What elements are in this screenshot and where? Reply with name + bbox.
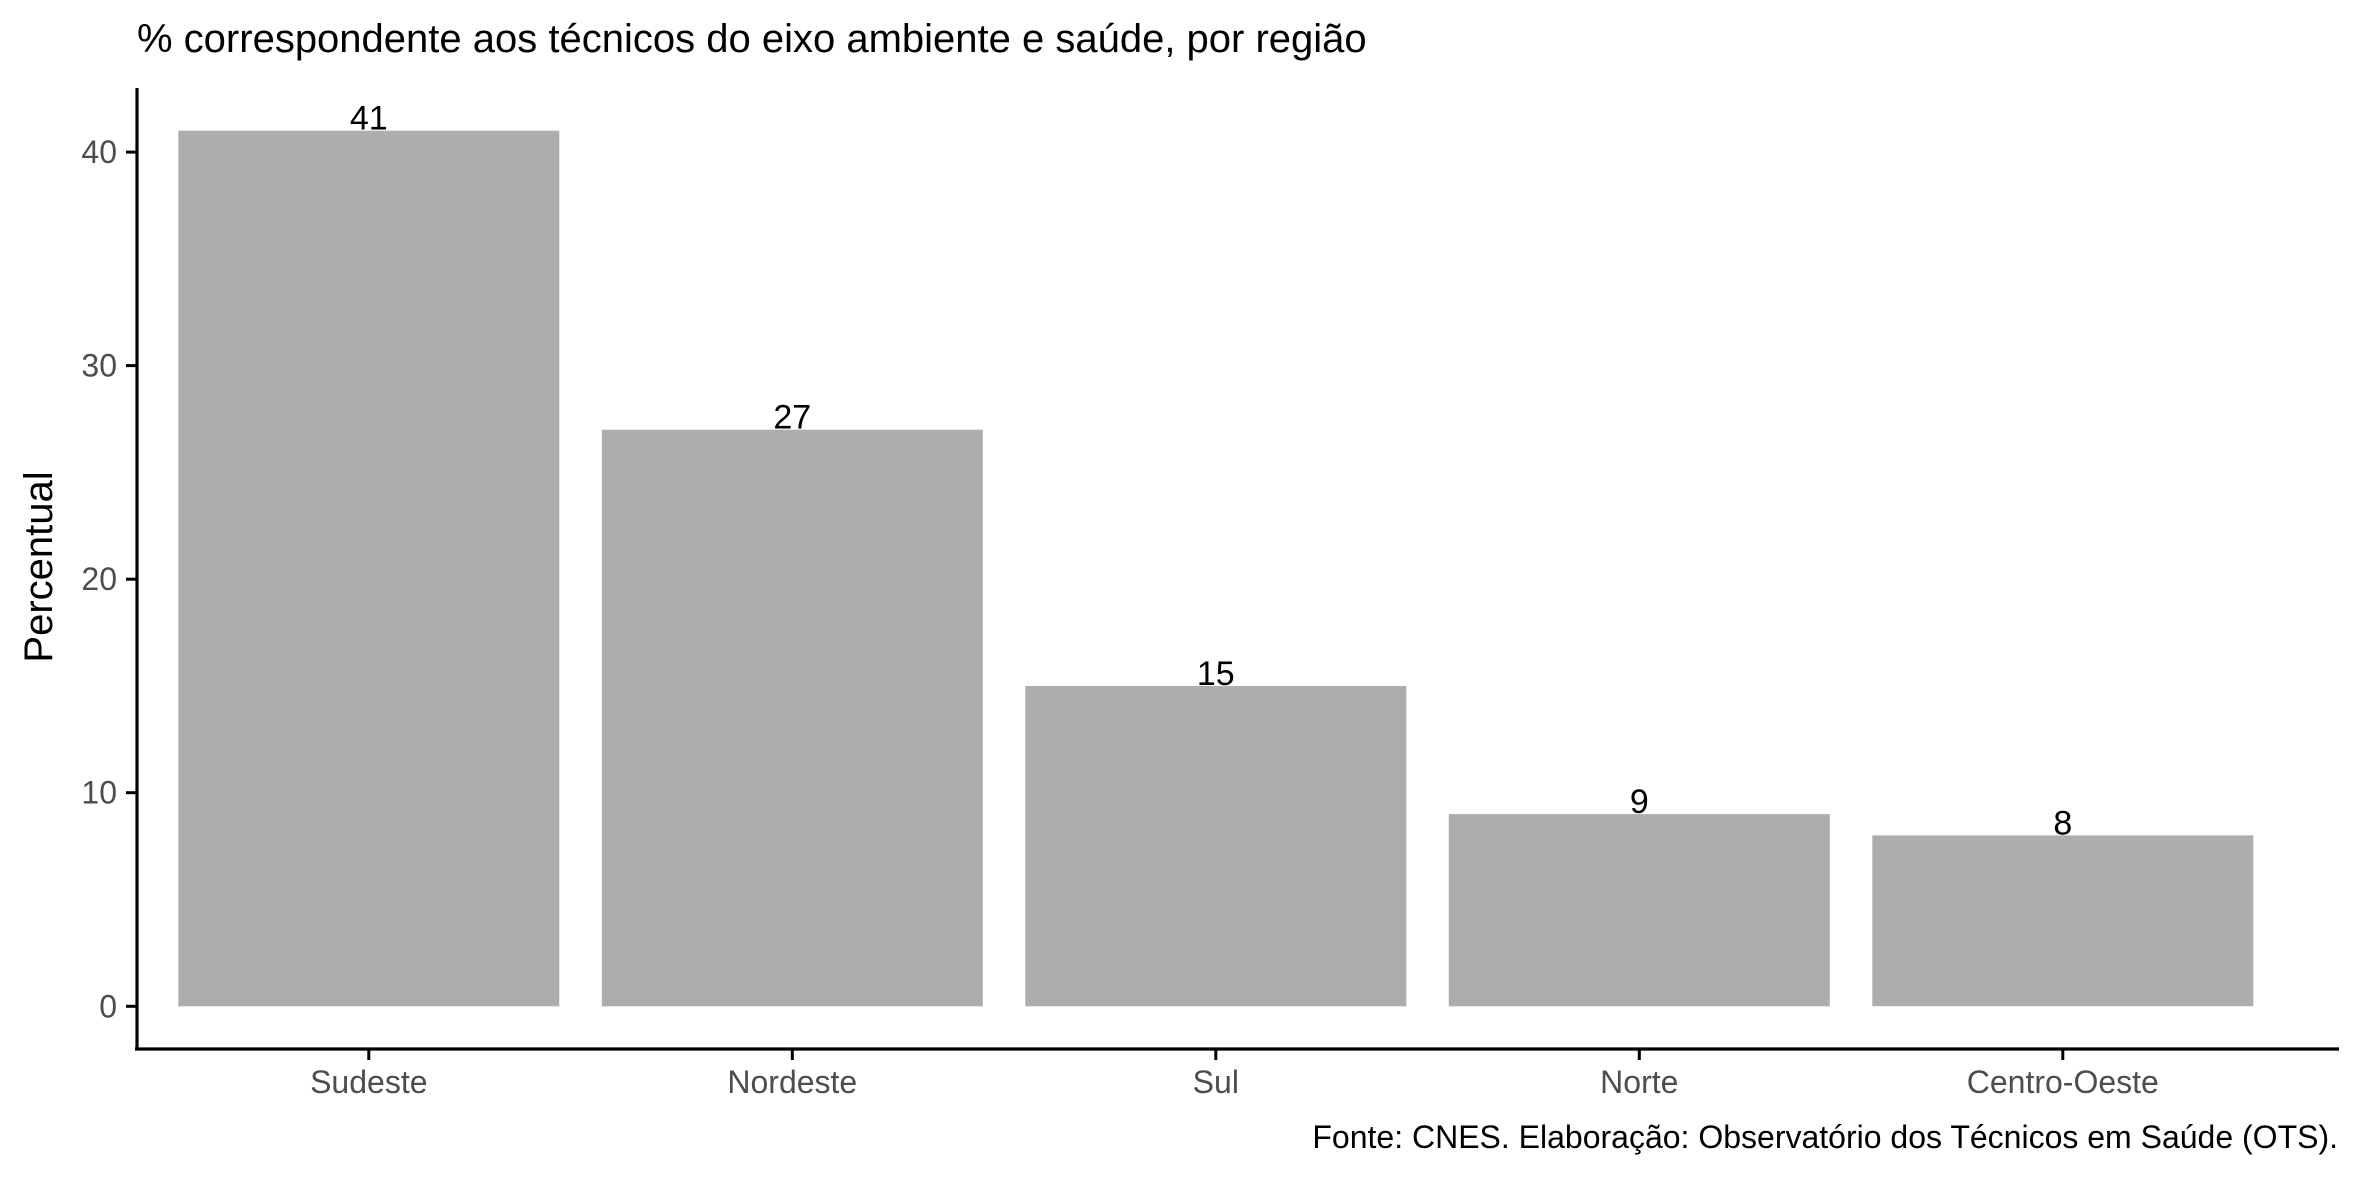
value-label-sul: 15 — [1197, 655, 1235, 693]
chart-caption: Fonte: CNES. Elaboração: Observatório do… — [1312, 1119, 2338, 1155]
value-label-norte: 9 — [1630, 783, 1649, 821]
bar-sudeste — [178, 130, 560, 1007]
x-ticks-layer: Sudeste Nordeste Sul Norte Centro-Oeste — [310, 1049, 2159, 1100]
value-labels-layer: 41 27 15 9 8 — [350, 100, 2072, 843]
bar-norte — [1448, 814, 1830, 1007]
x-tick-label-sudeste: Sudeste — [310, 1064, 427, 1100]
value-label-centro-oeste: 8 — [2053, 804, 2072, 842]
x-tick-label-norte: Norte — [1600, 1064, 1678, 1100]
x-tick-label-nordeste: Nordeste — [727, 1064, 857, 1100]
y-axis-label: Percentual — [17, 471, 61, 662]
bar-sul — [1025, 686, 1407, 1007]
chart-title: % correspondente aos técnicos do eixo am… — [137, 17, 1367, 61]
y-tick-label-0: 0 — [99, 988, 117, 1024]
x-tick-label-centro-oeste: Centro-Oeste — [1967, 1064, 2159, 1100]
bar-centro-oeste — [1872, 835, 2254, 1007]
y-tick-label-40: 40 — [81, 134, 117, 170]
x-tick-label-sul: Sul — [1193, 1064, 1239, 1100]
bar-nordeste — [601, 429, 983, 1007]
y-tick-label-10: 10 — [81, 775, 117, 811]
y-ticks-layer: 0 10 20 30 40 — [81, 134, 137, 1024]
value-label-sudeste: 41 — [350, 100, 388, 138]
value-label-nordeste: 27 — [773, 399, 811, 437]
bars-layer — [178, 130, 2254, 1007]
y-tick-label-30: 30 — [81, 348, 117, 384]
y-tick-label-20: 20 — [81, 561, 117, 597]
